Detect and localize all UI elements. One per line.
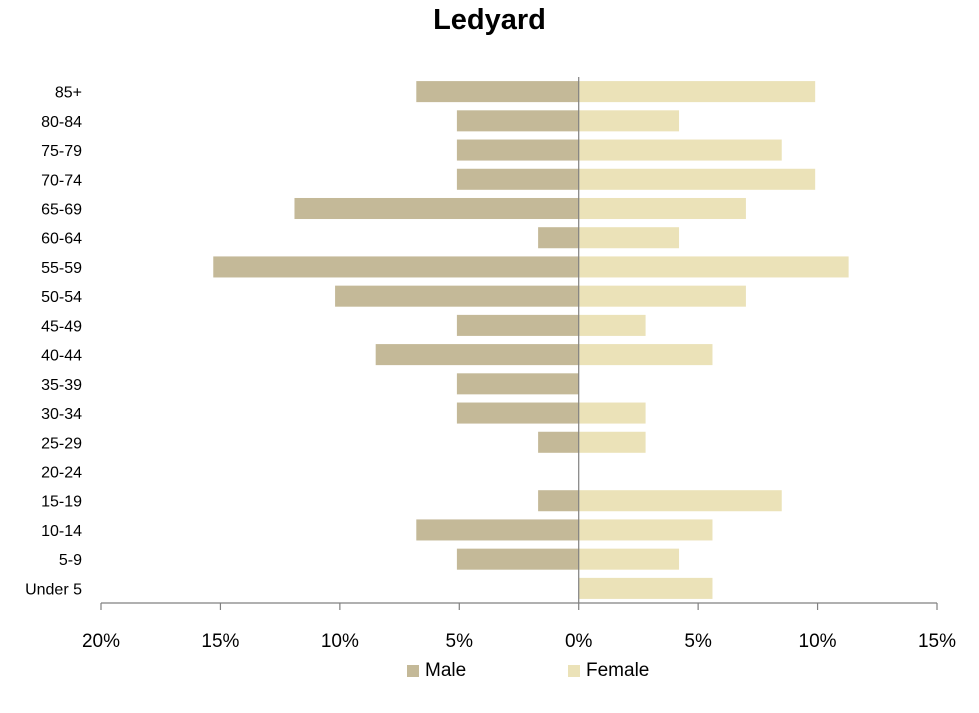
category-label: 5-9 [59,552,82,569]
x-tick-label: 10% [799,631,837,652]
legend-male: Male [407,660,466,682]
bar-male-70-74 [456,168,579,190]
legend-female-label: Female [586,660,650,681]
bar-male-45-49 [456,314,579,336]
bar-male-40-44 [375,344,579,366]
bar-male-75-79 [456,139,579,161]
bar-female-10-14 [578,519,713,541]
bar-female-65-69 [578,197,746,220]
legend-female-swatch [568,665,580,677]
bar-female-70-74 [578,168,816,190]
bar-female-15-19 [578,490,782,512]
bar-male-10-14 [416,519,579,541]
category-label: 55-59 [41,260,82,277]
category-label: 60-64 [41,231,82,248]
bar-female-45-49 [578,314,646,336]
x-tick-label: 10% [321,631,359,652]
bar-male-55-59 [213,256,579,278]
bar-female-50-54 [578,285,746,307]
category-label: 85+ [55,85,82,102]
bar-male-25-29 [538,431,579,453]
category-label: 20-24 [41,465,82,482]
bar-female-55-59 [578,256,849,278]
category-label: 65-69 [41,202,82,219]
labels-layer: Under 5 5-9 10-14 15-19 20-24 25-29 30-34 35-39… [25,85,956,652]
bar-male-15-19 [538,490,579,512]
category-label: 50-54 [41,289,82,306]
bar-female-under-5 [578,577,713,599]
bar-male-60-64 [538,227,579,249]
x-tick-label: 5% [446,631,474,652]
x-tick-label: 15% [918,631,956,652]
bar-female-75-79 [578,139,782,161]
legend-female: Female [568,660,649,682]
bar-male-5-9 [456,548,579,570]
x-tick-label: 15% [201,631,239,652]
legend-male-label: Male [425,660,467,681]
category-label: 45-49 [41,318,82,335]
category-label: 10-14 [41,523,82,540]
bar-female-85+ [578,81,816,103]
bar-female-40-44 [578,344,713,366]
category-label: 15-19 [41,494,82,511]
bar-female-80-84 [578,110,680,132]
category-label: 70-74 [41,172,82,189]
category-label: 35-39 [41,377,82,394]
bar-female-25-29 [578,431,646,453]
bar-male-30-34 [456,402,579,424]
bar-female-5-9 [578,548,680,570]
bar-male-65-69 [294,197,579,220]
category-label: 40-44 [41,348,82,365]
bar-male-80-84 [456,110,579,132]
bar-female-60-64 [578,227,680,249]
x-tick-label: 20% [82,631,120,652]
bar-female-30-34 [578,402,646,424]
bars-layer [213,81,849,599]
category-label: 80-84 [41,114,82,131]
bar-male-35-39 [456,373,579,395]
category-label: 25-29 [41,435,82,452]
chart-title: Ledyard [433,4,546,36]
x-tick-label: 5% [684,631,712,652]
category-label: 30-34 [41,406,82,423]
bar-male-85+ [416,81,579,103]
bar-male-50-54 [335,285,579,307]
legend-male-swatch [407,665,419,677]
x-tick-label: 0% [565,631,593,652]
category-label: 75-79 [41,143,82,160]
category-label: Under 5 [25,581,82,598]
axis-layer [100,77,938,610]
